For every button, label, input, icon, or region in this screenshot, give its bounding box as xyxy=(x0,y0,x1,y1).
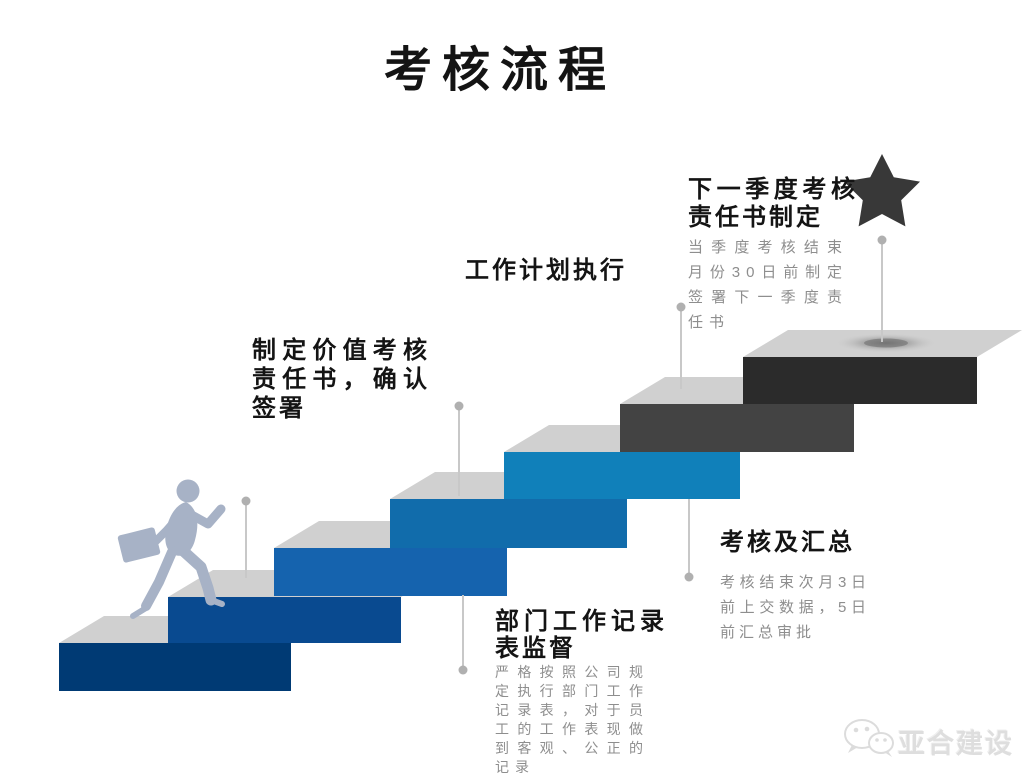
step-3-face xyxy=(274,548,507,596)
watermark-logo: 亚合建设 xyxy=(840,714,1020,762)
connector-dot xyxy=(241,496,251,506)
step-1-face xyxy=(59,643,291,691)
step-5-face xyxy=(504,452,740,499)
label-step6-description: 当季度考核结束月份30日前制定签署下一季度责任书 xyxy=(688,239,848,331)
connector-dot xyxy=(458,665,468,675)
label-step5-description: 考核结束次月3日前上交数据，5日前汇总审批 xyxy=(720,574,870,641)
label-step5-heading: 考核及汇总 xyxy=(720,529,855,556)
label-step4-heading: 工作计划执行 xyxy=(465,257,627,284)
step-2-face xyxy=(168,597,401,643)
briefcase-icon xyxy=(117,527,161,563)
summit-spot-center xyxy=(864,338,908,348)
label-step6-heading: 下一季度考核责任书制定 xyxy=(688,176,858,231)
connector-dot xyxy=(676,302,686,312)
connector-dot xyxy=(454,401,464,411)
page-title: 考核流程 xyxy=(383,44,616,97)
connector-lines xyxy=(245,244,883,666)
connector-dot xyxy=(877,235,887,245)
businessman-climbing-icon xyxy=(117,479,226,619)
step-7-face xyxy=(743,357,977,404)
label-step3-heading: 部门工作记录表监督 xyxy=(495,608,667,662)
logo-text: 亚合建设 xyxy=(898,729,1014,759)
step-4-face xyxy=(390,499,627,548)
label-step2-heading: 制定价值考核责任书，确认签署 xyxy=(252,337,430,422)
label-step3-description: 严格按照公司规定执行部门工作记录表，对于员工的工作表现做到客观、公正的记录 xyxy=(495,664,649,775)
step-6-face xyxy=(620,404,854,452)
star-icon xyxy=(844,154,920,227)
connector-dot xyxy=(684,572,694,582)
wechat-icon xyxy=(844,719,894,757)
connector-dots xyxy=(241,235,887,675)
